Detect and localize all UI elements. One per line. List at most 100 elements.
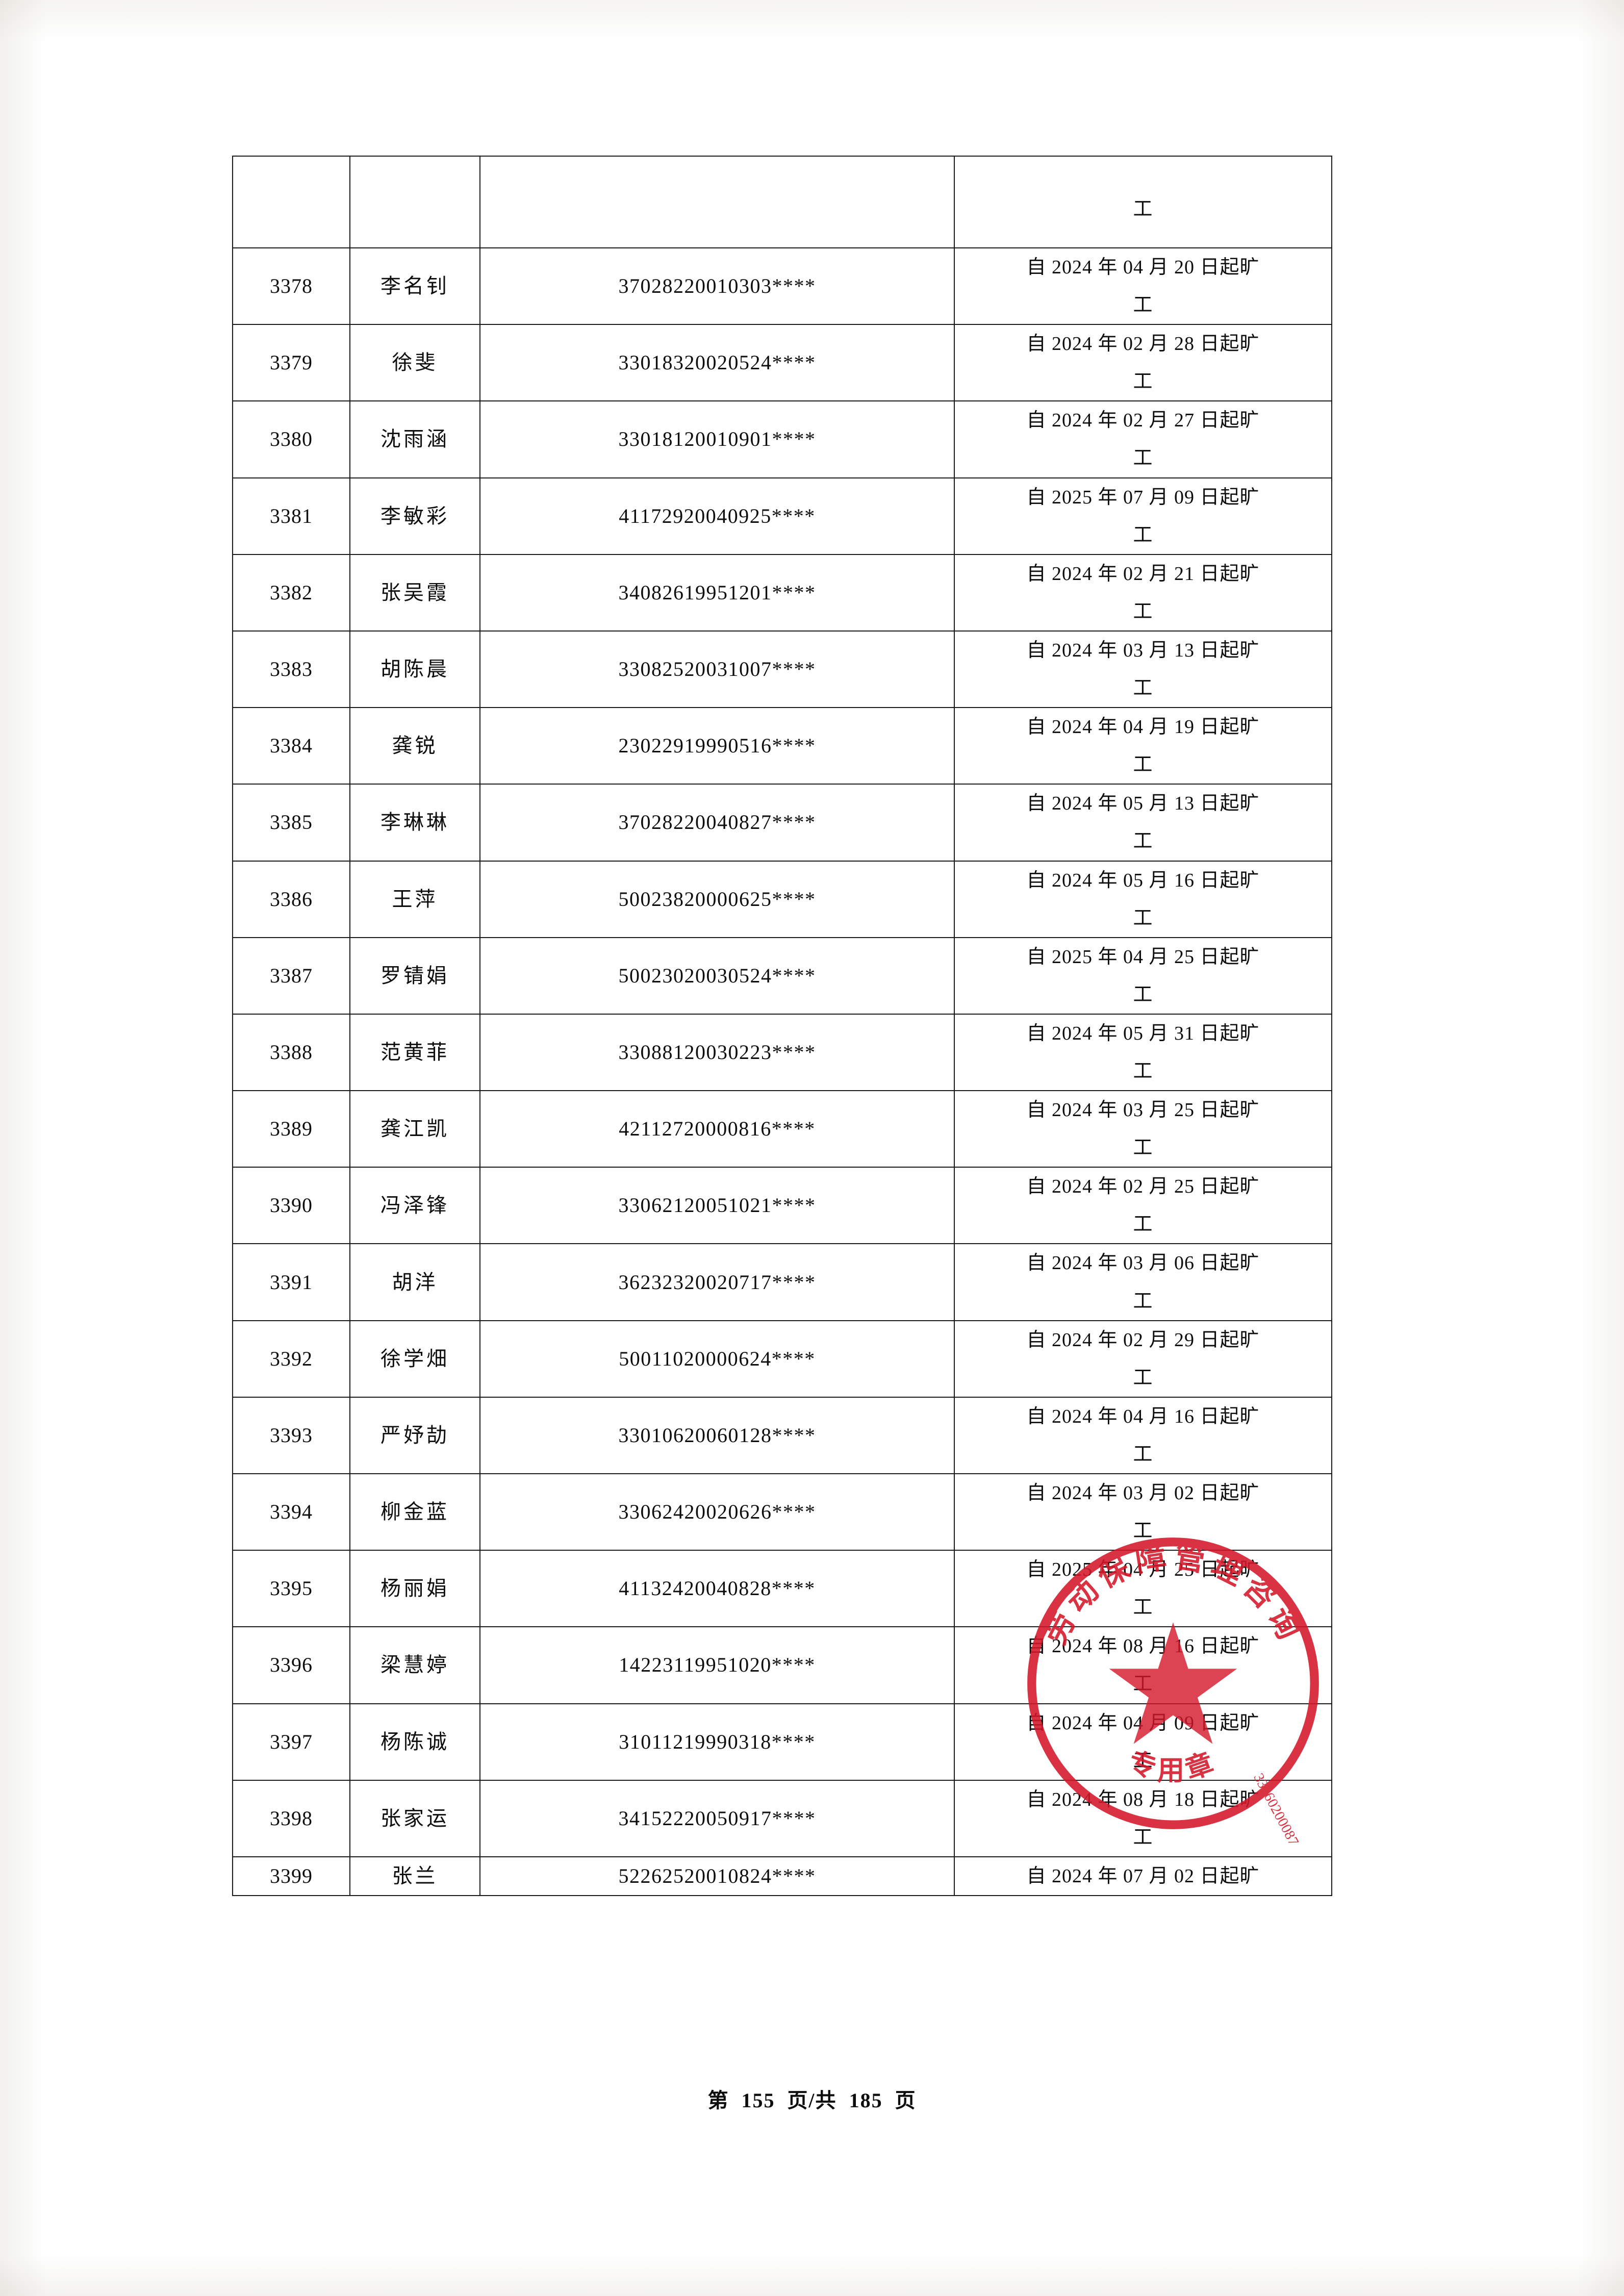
row-absence-note: 自 2025 年 07 月 09 日起旷工: [954, 477, 1332, 555]
row-id-number: 37028220040827****: [479, 784, 955, 862]
row-id-number: 34152220050917****: [479, 1779, 955, 1857]
table-row: 3392 徐学畑 50011020000624**** 自 2024 年 02 月 2…: [232, 1320, 1332, 1398]
absence-note-line-1: 自 2024 年 04 月 16 日起旷: [1026, 1405, 1260, 1427]
absence-note-line-2: 工: [1133, 1290, 1153, 1312]
row-person-name: 李敏彩: [349, 477, 480, 555]
row-id-number: 33082520031007****: [479, 630, 955, 709]
row-sequence-number: 3390: [232, 1167, 350, 1245]
roster-table-container: 工 3378 李名钊 37028220010303**** 自 2024 年 04 月 …: [232, 156, 1332, 1896]
row-sequence-number: 3398: [232, 1779, 350, 1857]
table-row: 3385 李琳琳 37028220040827**** 自 2024 年 05 月 1…: [232, 784, 1332, 862]
row-person-name: 杨陈诚: [349, 1703, 480, 1781]
absence-note-line-2: 工: [1133, 907, 1153, 929]
row-absence-note: 工: [954, 156, 1332, 248]
absence-note-line-1: 自 2024 年 08 月 18 日起旷: [1026, 1788, 1260, 1810]
row-sequence-number: 3379: [232, 324, 350, 402]
row-absence-note: 自 2024 年 04 月 16 日起旷工: [954, 1396, 1332, 1475]
row-id-number: 42112720000816****: [479, 1090, 955, 1168]
row-id-number: 33018120010901****: [479, 400, 955, 478]
absence-note-line-2: 工: [1133, 1597, 1153, 1619]
absence-note-line-2: 工: [1133, 1443, 1153, 1465]
row-id-number: 50023020030524****: [479, 937, 955, 1015]
row-sequence-number: 3382: [232, 553, 350, 632]
absence-note-line-1: 自 2024 年 03 月 13 日起旷: [1026, 639, 1260, 661]
table-row: 3398 张家运 34152220050917**** 自 2024 年 08 月 1…: [232, 1779, 1332, 1857]
row-absence-note: 自 2024 年 02 月 27 日起旷工: [954, 400, 1332, 478]
absence-note-line-1: 自 2025 年 04 月 25 日起旷: [1026, 1559, 1260, 1581]
table-row: 3399 张兰 52262520010824**** 自 2024 年 07 月 02…: [232, 1856, 1332, 1896]
row-id-number: 34082619951201****: [479, 553, 955, 632]
absence-note-line-1: 自 2025 年 07 月 09 日起旷: [1026, 486, 1260, 508]
row-person-name: 胡洋: [349, 1243, 480, 1321]
absence-note-line-1: 自 2024 年 03 月 06 日起旷: [1026, 1252, 1260, 1274]
absence-note-line-1: 自 2024 年 02 月 29 日起旷: [1026, 1329, 1260, 1351]
row-sequence-number: 3395: [232, 1550, 350, 1628]
row-id-number: 33062420020626****: [479, 1473, 955, 1551]
row-person-name: 梁慧婷: [349, 1626, 480, 1704]
absence-note-line-2: 工: [1133, 1750, 1153, 1772]
row-person-name: 徐斐: [349, 324, 480, 402]
row-sequence-number: 3380: [232, 400, 350, 478]
absence-note-line-1: 自 2024 年 04 月 19 日起旷: [1026, 716, 1260, 738]
row-id-number: 33062120051021****: [479, 1167, 955, 1245]
row-sequence-number: 3386: [232, 860, 350, 938]
row-person-name: 冯泽锋: [349, 1167, 480, 1245]
table-row: 3382 张吴霞 34082619951201**** 自 2024 年 02 月 2…: [232, 553, 1332, 632]
absence-note-line-2: 工: [1133, 1214, 1153, 1235]
row-person-name: 沈雨涵: [349, 400, 480, 478]
absence-note-line-1: 自 2024 年 07 月 02 日起旷: [1026, 1865, 1260, 1887]
absence-note-line-2: 工: [1133, 1673, 1153, 1695]
absence-note-line-2: 工: [1133, 1060, 1153, 1082]
table-row: 3393 严妤劼 33010620060128**** 自 2024 年 04 月 1…: [232, 1396, 1332, 1475]
table-row: 3381 李敏彩 41172920040925**** 自 2025 年 07 月 0…: [232, 477, 1332, 555]
row-id-number: [479, 156, 955, 248]
row-absence-note: 自 2024 年 03 月 02 日起旷工: [954, 1473, 1332, 1551]
row-absence-note: 自 2024 年 03 月 25 日起旷工: [954, 1090, 1332, 1168]
row-person-name: 王萍: [349, 860, 480, 938]
row-person-name: 张兰: [349, 1856, 480, 1896]
absence-note-line-1: 自 2024 年 03 月 02 日起旷: [1026, 1482, 1260, 1504]
absence-note-line-1: 自 2024 年 08 月 16 日起旷: [1026, 1635, 1260, 1657]
table-row: 3391 胡洋 36232320020717**** 自 2024 年 03 月 06…: [232, 1243, 1332, 1321]
absence-note-line-2: 工: [1133, 294, 1153, 316]
row-sequence-number: [232, 156, 350, 248]
row-person-name: 徐学畑: [349, 1320, 480, 1398]
row-person-name: 严妤劼: [349, 1396, 480, 1475]
row-sequence-number: 3378: [232, 247, 350, 325]
absence-note-line-2: 工: [1133, 600, 1153, 622]
absence-note-line-1: 自 2024 年 05 月 13 日起旷: [1026, 793, 1260, 815]
table-row: 3386 王萍 50023820000625**** 自 2024 年 05 月 16…: [232, 860, 1332, 938]
row-id-number: 23022919990516****: [479, 707, 955, 785]
table-row: 3387 罗锖娟 50023020030524**** 自 2025 年 04 月 2…: [232, 937, 1332, 1015]
row-id-number: 41172920040925****: [479, 477, 955, 555]
row-absence-note: 自 2024 年 02 月 21 日起旷工: [954, 553, 1332, 632]
row-absence-note: 自 2024 年 02 月 25 日起旷工: [954, 1167, 1332, 1245]
absence-note-line-2: 工: [1133, 447, 1153, 469]
row-person-name: 罗锖娟: [349, 937, 480, 1015]
row-id-number: 33018320020524****: [479, 324, 955, 402]
footer-middle: 页/共: [787, 2089, 837, 2112]
absence-note-line-2: 工: [1133, 198, 1153, 220]
row-sequence-number: 3399: [232, 1856, 350, 1896]
row-id-number: 14223119951020****: [479, 1626, 955, 1704]
row-absence-note: 自 2024 年 03 月 13 日起旷工: [954, 630, 1332, 709]
absence-note-line-2: 工: [1133, 1826, 1153, 1848]
row-id-number: 37028220010303****: [479, 247, 955, 325]
row-sequence-number: 3389: [232, 1090, 350, 1168]
row-absence-note: 自 2024 年 05 月 13 日起旷工: [954, 784, 1332, 862]
row-sequence-number: 3397: [232, 1703, 350, 1781]
row-absence-note: 自 2025 年 04 月 25 日起旷工: [954, 1550, 1332, 1628]
absence-note-line-2: 工: [1133, 371, 1153, 393]
table-row: 3389 龚江凯 42112720000816**** 自 2024 年 03 月 2…: [232, 1090, 1332, 1168]
row-id-number: 33088120030223****: [479, 1013, 955, 1092]
row-sequence-number: 3396: [232, 1626, 350, 1704]
row-sequence-number: 3392: [232, 1320, 350, 1398]
row-sequence-number: 3384: [232, 707, 350, 785]
row-person-name: 范黄菲: [349, 1013, 480, 1092]
row-id-number: 52262520010824****: [479, 1856, 955, 1896]
absence-note-line-1: 自 2024 年 05 月 16 日起旷: [1026, 869, 1260, 891]
row-sequence-number: 3387: [232, 937, 350, 1015]
absence-note-line-1: 自 2024 年 05 月 31 日起旷: [1026, 1022, 1260, 1044]
row-person-name: [349, 156, 480, 248]
